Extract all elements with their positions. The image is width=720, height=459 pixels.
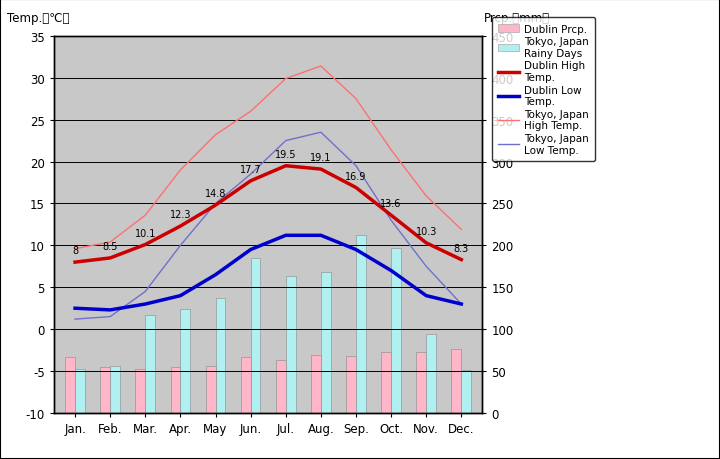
Bar [346,356,356,413]
Bar [240,357,251,413]
Bar [311,355,321,413]
Text: 10.3: 10.3 [415,226,437,236]
Text: Temp.（℃）: Temp.（℃） [7,12,70,25]
Text: 10.1: 10.1 [135,228,156,238]
Bar [416,352,426,413]
Legend: Dublin Prcp., Tokyo, Japan
Rainy Days, Dublin High
Temp., Dublin Low
Temp., Toky: Dublin Prcp., Tokyo, Japan Rainy Days, D… [492,18,595,162]
Bar [171,367,181,413]
Bar [391,248,401,413]
Bar [251,258,261,413]
Text: 8.5: 8.5 [102,241,118,252]
Text: 13.6: 13.6 [380,199,402,209]
Bar [382,352,391,413]
Text: 19.1: 19.1 [310,153,331,163]
Bar [145,315,155,413]
Bar [135,369,145,413]
Bar [206,366,215,413]
Bar [356,236,366,413]
Bar [215,298,225,413]
Bar [286,277,296,413]
Bar [426,335,436,413]
Text: 19.5: 19.5 [275,150,297,159]
Bar [100,367,110,413]
Text: Prcp.（mm）: Prcp.（mm） [484,12,550,25]
Bar [75,369,85,413]
Text: 14.8: 14.8 [205,189,226,199]
Bar [110,366,120,413]
Text: 8: 8 [72,246,78,256]
Text: 16.9: 16.9 [346,171,366,181]
Text: 8.3: 8.3 [454,243,469,253]
Bar [451,350,462,413]
Bar [462,370,471,413]
Bar [321,273,330,413]
Bar [66,357,75,413]
Text: 17.7: 17.7 [240,164,261,174]
Bar [276,360,286,413]
Bar [181,309,190,413]
Text: 12.3: 12.3 [170,210,192,220]
